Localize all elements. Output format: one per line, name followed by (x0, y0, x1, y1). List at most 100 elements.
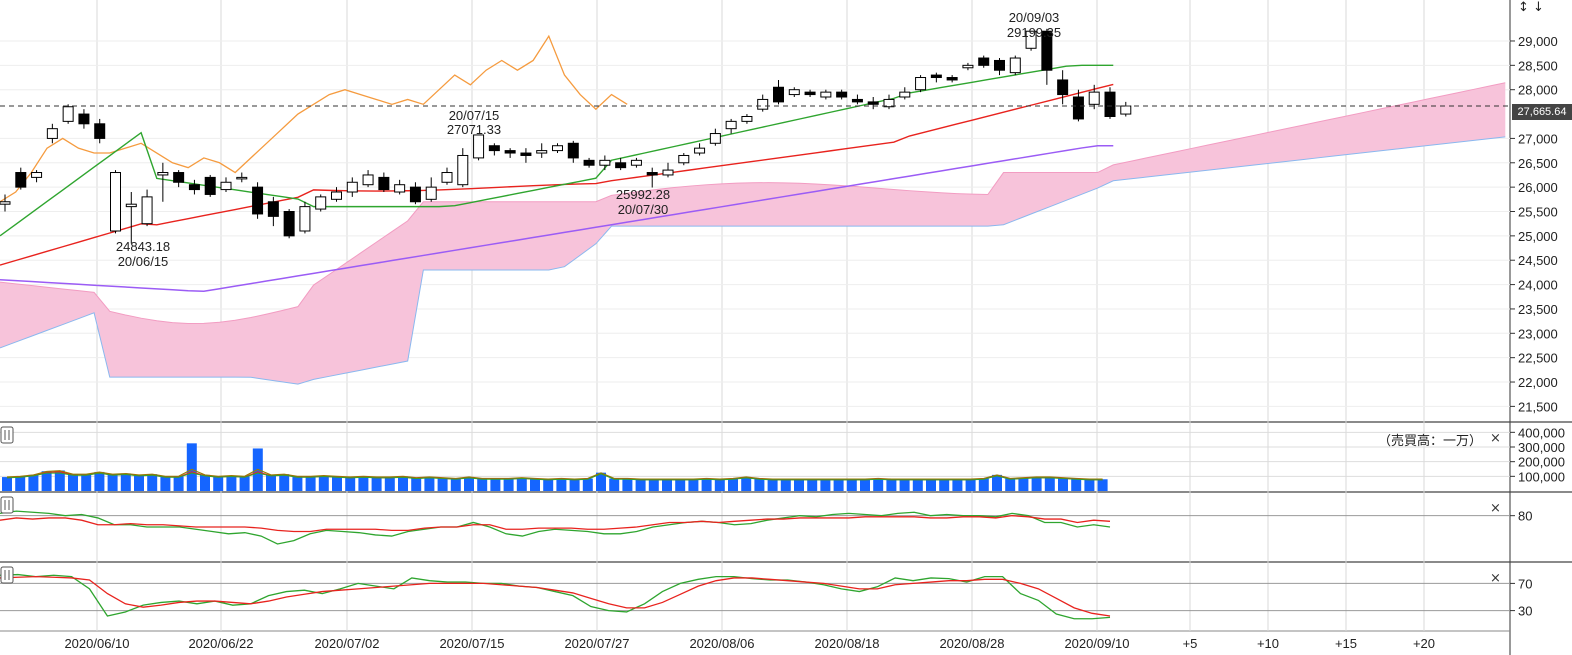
cloud-bullish (0, 82, 1506, 385)
annotation-value: 27071.33 (447, 122, 501, 137)
scroll-arrows[interactable]: ↕ ↓ (1518, 0, 1572, 16)
last-price-tag: 27,665.64 (1512, 104, 1572, 120)
candle (583, 157, 595, 168)
panel-handle-icon[interactable] (0, 426, 14, 444)
candle-body-up (725, 120, 737, 130)
candle-body-down (173, 172, 185, 183)
candle (1009, 55, 1021, 76)
candle-body-up (788, 89, 800, 96)
y-tick-label: 28,500 (1518, 58, 1558, 73)
candle-body-up (552, 145, 563, 152)
candle-body-down (1072, 96, 1084, 120)
vol-tick-label: 100,000 (1518, 469, 1565, 484)
annotation-date: 20/07/15 (449, 108, 500, 123)
volume-bar (886, 479, 897, 491)
volume-bar (213, 476, 224, 491)
candle-body-down (1057, 79, 1069, 96)
candle (315, 194, 327, 212)
y-tick-label: 25,500 (1518, 205, 1558, 220)
candle-body-up (236, 176, 248, 180)
candle-body-up (1025, 30, 1037, 49)
volume-bar (490, 478, 501, 491)
candle-body-up (962, 64, 974, 69)
volume-bar (41, 471, 52, 491)
candle-body-down (567, 142, 579, 159)
long-span-line (0, 144, 1114, 293)
y-tick-label: 29,000 (1518, 34, 1558, 49)
volume-bar (239, 476, 250, 491)
close-volume-icon[interactable]: × (1490, 431, 1501, 446)
candle (110, 170, 121, 234)
candle-body-down (204, 176, 216, 195)
candle-body-up (0, 201, 11, 205)
close-osc2-icon[interactable]: × (1490, 571, 1501, 586)
y-tick-label: 26,500 (1518, 156, 1558, 171)
annotation-value: 29199.35 (1007, 25, 1061, 40)
panel-handle-icon[interactable] (0, 496, 14, 514)
leading-span-b (0, 136, 1506, 385)
volume-bar (807, 479, 818, 491)
candle (236, 172, 248, 183)
candle-body-up (141, 196, 153, 225)
candle (851, 94, 863, 105)
candle (425, 177, 437, 202)
candle-body-down (378, 176, 390, 191)
candle-body-down (615, 162, 627, 169)
x-tick-label: 2020/07/27 (564, 636, 629, 651)
volume-bar (622, 478, 633, 491)
volume-bar (1005, 478, 1016, 491)
candle (678, 153, 690, 166)
candle (836, 89, 848, 100)
close-osc1-icon[interactable]: × (1490, 501, 1501, 516)
y-tick-label: 24,500 (1518, 253, 1558, 268)
volume-bar (107, 474, 118, 491)
y-tick-label: 28,000 (1518, 83, 1558, 98)
y-tick-label: 24,000 (1518, 278, 1558, 293)
candle-body-up (741, 115, 753, 122)
volume-bar (1097, 479, 1108, 491)
candle (899, 87, 911, 100)
panel-handle-icon[interactable] (0, 566, 14, 584)
volume-bar (1058, 477, 1068, 491)
volume-bar (1018, 477, 1029, 491)
osc1-tick-label: 80 (1518, 509, 1532, 524)
candle (788, 87, 800, 98)
volume-bar (701, 478, 712, 491)
volume-bar (767, 479, 778, 491)
volume-bar (556, 478, 567, 491)
volume-bar (635, 479, 646, 491)
base-line (0, 83, 1114, 266)
arrow-up-icon[interactable]: ↕ ↓ (1518, 0, 1544, 15)
candle (378, 172, 390, 193)
osc2-tick-label: 30 (1518, 604, 1532, 619)
candle (820, 89, 832, 100)
candle-body-up (709, 133, 721, 144)
candle (188, 179, 200, 195)
osc1-fast-line (0, 510, 1111, 545)
volume-bar (952, 479, 963, 491)
x-tick-label: +15 (1335, 636, 1357, 651)
osc2-tick-label: 70 (1518, 576, 1532, 591)
candle (173, 170, 185, 188)
volume-bar (596, 472, 606, 491)
candle (46, 123, 58, 144)
candle (1057, 70, 1069, 105)
y-tick-label: 22,000 (1518, 375, 1558, 390)
volume-bar (68, 474, 78, 491)
candle (741, 114, 753, 124)
vol-tick-label: 200,000 (1518, 455, 1565, 470)
volume-bar (120, 473, 131, 491)
volume-bar (1031, 477, 1042, 491)
volume-bar (662, 479, 672, 491)
y-tick-label: 23,000 (1518, 326, 1558, 341)
candle (662, 162, 674, 178)
candle-body-down (267, 201, 279, 217)
volume-bar (318, 475, 329, 491)
candle (31, 170, 43, 183)
x-tick-label: +10 (1257, 636, 1279, 651)
volume-bar (648, 479, 659, 491)
annotation-date: 20/06/15 (118, 254, 169, 269)
x-tick-label: 2020/07/02 (314, 636, 379, 651)
